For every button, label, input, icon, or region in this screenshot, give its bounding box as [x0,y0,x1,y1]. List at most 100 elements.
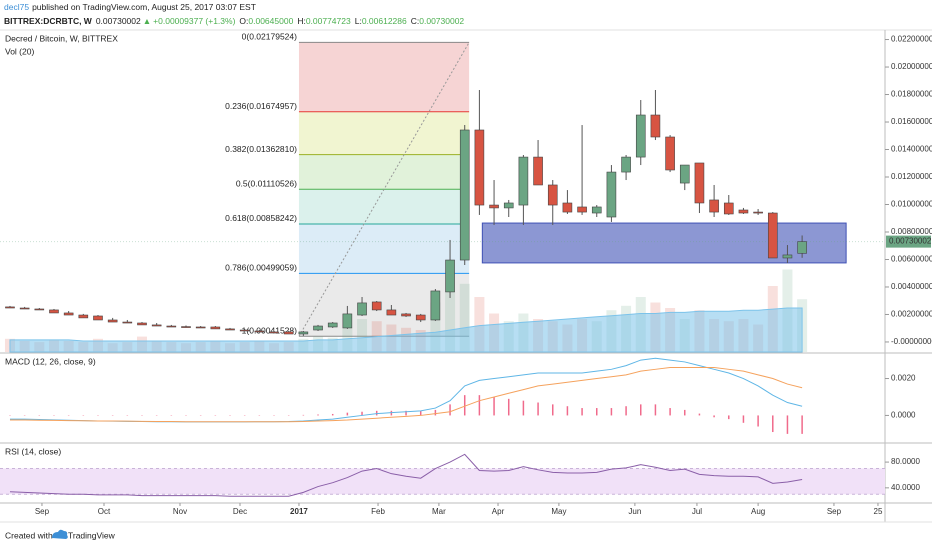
fib-zone [298,273,470,337]
candle-body [181,326,191,328]
candle-body [225,328,235,331]
author-link[interactable]: decl75 [4,2,29,12]
footer-brand[interactable]: TradingView [68,530,116,540]
last-price-label: 0.00730002 [889,237,932,246]
fib-label: 0.5(0.01110526) [236,179,297,189]
x-tick-label: May [551,507,566,516]
footer-created: Created with [5,530,53,540]
fib-label: 0.382(0.01362810) [225,144,297,154]
y-tick-label: 80.0000 [891,457,920,466]
fib-zone [298,111,470,155]
y-tick-label: 0.00200000 [891,310,932,319]
candle-body [5,306,15,309]
fib-label: 0.236(0.01674957) [225,101,297,111]
pane-title: MACD (12, 26, close, 9) [5,356,96,366]
volume-label: Vol (20) [5,46,34,56]
x-tick-label: Sep [35,507,50,516]
fib-zone [298,189,470,224]
candle-body [753,211,763,214]
candle-body [474,129,485,206]
candle-body [78,314,89,319]
ohlc-value: 0.00730002 [419,16,464,26]
volume-bar [474,297,485,352]
fib-label: 0(0.02179524) [242,32,297,42]
candle-body [577,206,587,213]
y-tick-label: -0.00000000 [891,337,932,346]
candle-body [547,184,558,206]
fib-label: 1(0.00041528) [242,326,297,336]
candle-body [63,312,74,316]
y-tick-label: 0.01400000 [891,145,932,154]
fib-zone [298,42,470,112]
x-tick-label: Feb [371,507,385,516]
candle-body [342,313,353,329]
change-arrow: ▲ [143,16,151,26]
candle-body [665,136,675,171]
candle-body [797,241,807,254]
y-tick-label: 0.01800000 [891,90,932,99]
candle-body [210,326,221,330]
header-quote: BITTREX:DCRBTC, W 0.00730002 ▲ +0.00009377 … [4,16,464,26]
candle-body [386,309,397,316]
y-tick-label: 0.00600000 [891,255,932,264]
candle-body [459,129,470,261]
fib-zone [298,154,470,190]
ohlc-label: H: [297,16,306,26]
candle-body [298,331,309,335]
y-tick-label: 40.0000 [891,483,920,492]
candle-body [518,156,529,206]
pane-title: RSI (14, close) [5,446,61,456]
x-tick-label: Oct [98,507,111,516]
rsi-band [0,468,885,495]
x-tick-label: Nov [173,507,187,516]
y-tick-label: 0.02200000 [891,35,932,44]
candle-body [195,326,206,329]
y-tick-label: 0.01600000 [891,117,932,126]
volume-bar [357,319,368,352]
y-tick-label: 0.0000 [891,411,916,420]
candle-body [621,156,631,173]
candle-body [650,114,661,138]
candle-body [254,330,265,333]
candle-body [635,114,646,158]
ohlc-value: 0.00645000 [248,16,293,26]
fib-trend-line [298,42,470,337]
rsi-line [9,453,803,497]
x-tick-label: Mar [432,507,446,516]
candle-body [166,325,177,328]
candle-body [606,171,617,218]
candle-body [151,324,162,327]
ohlc-label: L: [355,16,362,26]
candle-body [709,199,719,213]
candle-body [107,319,118,323]
y-tick-label: 0.01000000 [891,200,932,209]
macd-line [9,366,803,423]
plot-layer: 0(0.02179524) 0.236(0.01674957) 0.382(0.01… [0,32,932,516]
brand-logo [52,529,68,539]
candle-body [591,206,602,214]
header-published: decl75 published on TradingView.com, Augu… [4,2,256,12]
candle-body [767,212,778,259]
published-text: published on TradingView.com, August 25,… [32,2,256,12]
fib-zone [298,223,470,274]
candle-body [782,254,793,259]
y-tick-label: 0.0020 [891,374,916,383]
candle-body [415,314,426,321]
candle-body [445,259,455,293]
y-tick-label: 0.01200000 [891,172,932,181]
volume-bar [459,283,470,352]
candle-body [430,290,441,321]
candle-body [313,325,323,331]
ohlc-value: 0.00774723 [306,16,351,26]
fib-label: 0.618(0.00858242) [225,213,297,223]
x-tick-label: Dec [233,507,247,516]
candle-body [357,302,367,316]
candle-body [93,315,103,321]
candle-body [137,322,147,326]
x-tick-label: Jul [692,507,702,516]
x-tick-label: Apr [492,507,505,516]
ohlc-value: 0.00612286 [362,16,407,26]
candle-body [49,309,59,314]
candle-body [269,331,279,334]
